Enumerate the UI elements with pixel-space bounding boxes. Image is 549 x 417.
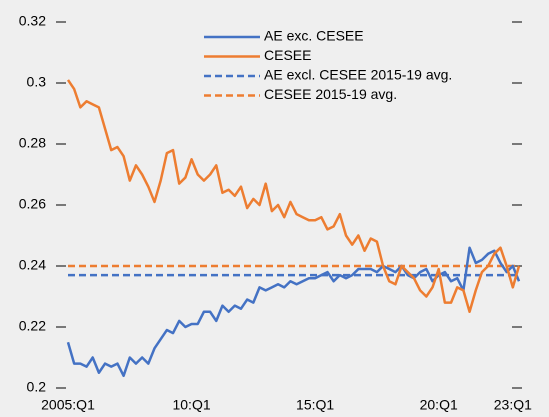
y-tick-label: 0.32: [19, 13, 46, 29]
series-line: [66, 79, 521, 313]
x-tick-label: 15:Q1: [296, 397, 334, 413]
x-tick-label: 20:Q1: [420, 397, 458, 413]
series-line: [66, 246, 521, 378]
y-tick-label: 0.24: [19, 257, 46, 273]
x-tick-label: 23:Q1: [494, 397, 532, 413]
y-tick-label: 0.2: [27, 379, 47, 395]
y-tick-label: 0.22: [19, 318, 46, 334]
x-tick-label: 10:Q1: [172, 397, 210, 413]
y-tick-label: 0.28: [19, 135, 46, 151]
legend-label: AE excl. CESEE 2015-19 avg.: [264, 67, 452, 83]
legend-label: CESEE: [264, 47, 311, 63]
y-tick-label: 0.26: [19, 196, 46, 212]
y-tick-label: 0.3: [27, 74, 47, 90]
x-tick-label: 2005:Q1: [41, 397, 95, 413]
legend-label: AE exc. CESEE: [264, 28, 364, 44]
legend-label: CESEE 2015-19 avg.: [264, 86, 397, 102]
